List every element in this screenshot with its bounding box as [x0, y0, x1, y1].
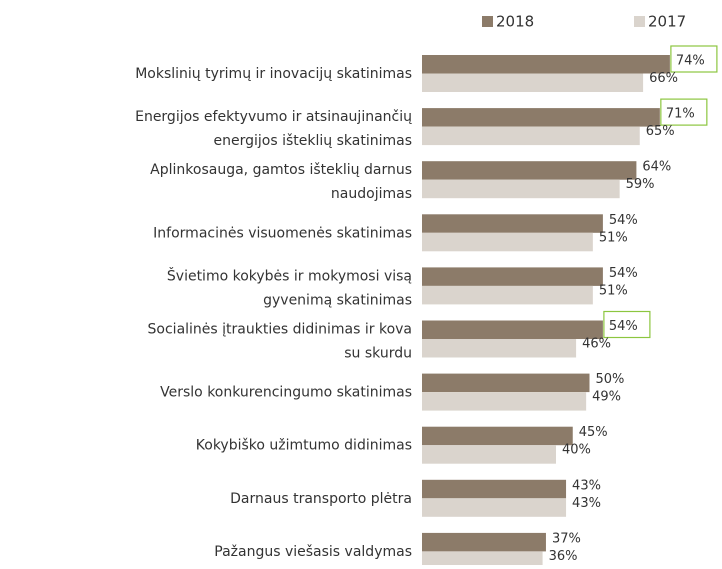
value-label: 54%: [609, 319, 638, 334]
bar: [422, 392, 587, 411]
value-label: 45%: [579, 425, 608, 440]
bar: [422, 285, 593, 305]
value-label: 37%: [552, 531, 581, 546]
value-label: 65%: [646, 124, 675, 139]
category-label: Kokybiško užimtumo didinimas: [196, 438, 412, 454]
value-label: 64%: [642, 160, 671, 175]
bar: [422, 73, 644, 92]
value-label: 43%: [572, 496, 601, 511]
category-label: Socialinės įtraukties didinimas ir kova s…: [148, 322, 412, 362]
value-label: 54%: [609, 266, 638, 281]
highlight-box: [670, 45, 718, 73]
bar: [422, 320, 603, 339]
category-label: Energijos efektyvumo ir atsinaujinančių e…: [135, 109, 412, 149]
value-label: 51%: [599, 283, 628, 298]
bar: [422, 373, 590, 393]
legend-swatch: [482, 16, 493, 27]
value-label: 49%: [592, 390, 621, 405]
legend-swatch: [634, 16, 645, 27]
category-label: Darnaus transporto plėtra: [230, 491, 412, 507]
highlight-box: [660, 98, 708, 126]
bar: [422, 232, 593, 252]
value-label: 46%: [582, 337, 611, 352]
bar: [422, 267, 603, 286]
highlight-box: [603, 310, 651, 339]
value-label: 71%: [666, 107, 695, 122]
legend-label: 2018: [496, 13, 534, 31]
category-label: Mokslinių tyrimų ir inovacijų skatinimas: [135, 66, 412, 82]
value-label: 74%: [676, 54, 705, 69]
bar: [422, 551, 543, 569]
bar: [422, 445, 556, 464]
value-label: 36%: [549, 549, 578, 564]
value-label: 51%: [599, 230, 628, 245]
bar: [422, 426, 573, 446]
value-label: 43%: [572, 478, 601, 493]
value-label: 59%: [626, 177, 655, 192]
legend-label: 2017: [648, 13, 686, 31]
bar: [422, 532, 546, 552]
category-label: Aplinkosauga, gamtos išteklių darnus naud…: [150, 162, 412, 202]
bar: [422, 179, 620, 199]
category-label: Verslo konkurencingumo skatinimas: [160, 385, 412, 401]
bar: [422, 55, 670, 74]
value-label: 54%: [609, 213, 638, 228]
bar: [422, 339, 577, 358]
category-label: Pažangus viešasis valdymas: [214, 544, 412, 560]
value-label: 50%: [596, 372, 625, 387]
bar: [422, 126, 640, 146]
category-label: Švietimo kokybės ir mokymosi visą gyvenim…: [167, 266, 412, 308]
value-label: 40%: [562, 443, 591, 458]
bar: [422, 498, 567, 517]
value-label: 66%: [649, 71, 678, 86]
category-label: Informacinės visuomenės skatinimas: [153, 225, 412, 241]
bar: [422, 108, 660, 127]
bar: [422, 479, 567, 499]
bar: [422, 214, 603, 233]
bar: [422, 161, 637, 180]
